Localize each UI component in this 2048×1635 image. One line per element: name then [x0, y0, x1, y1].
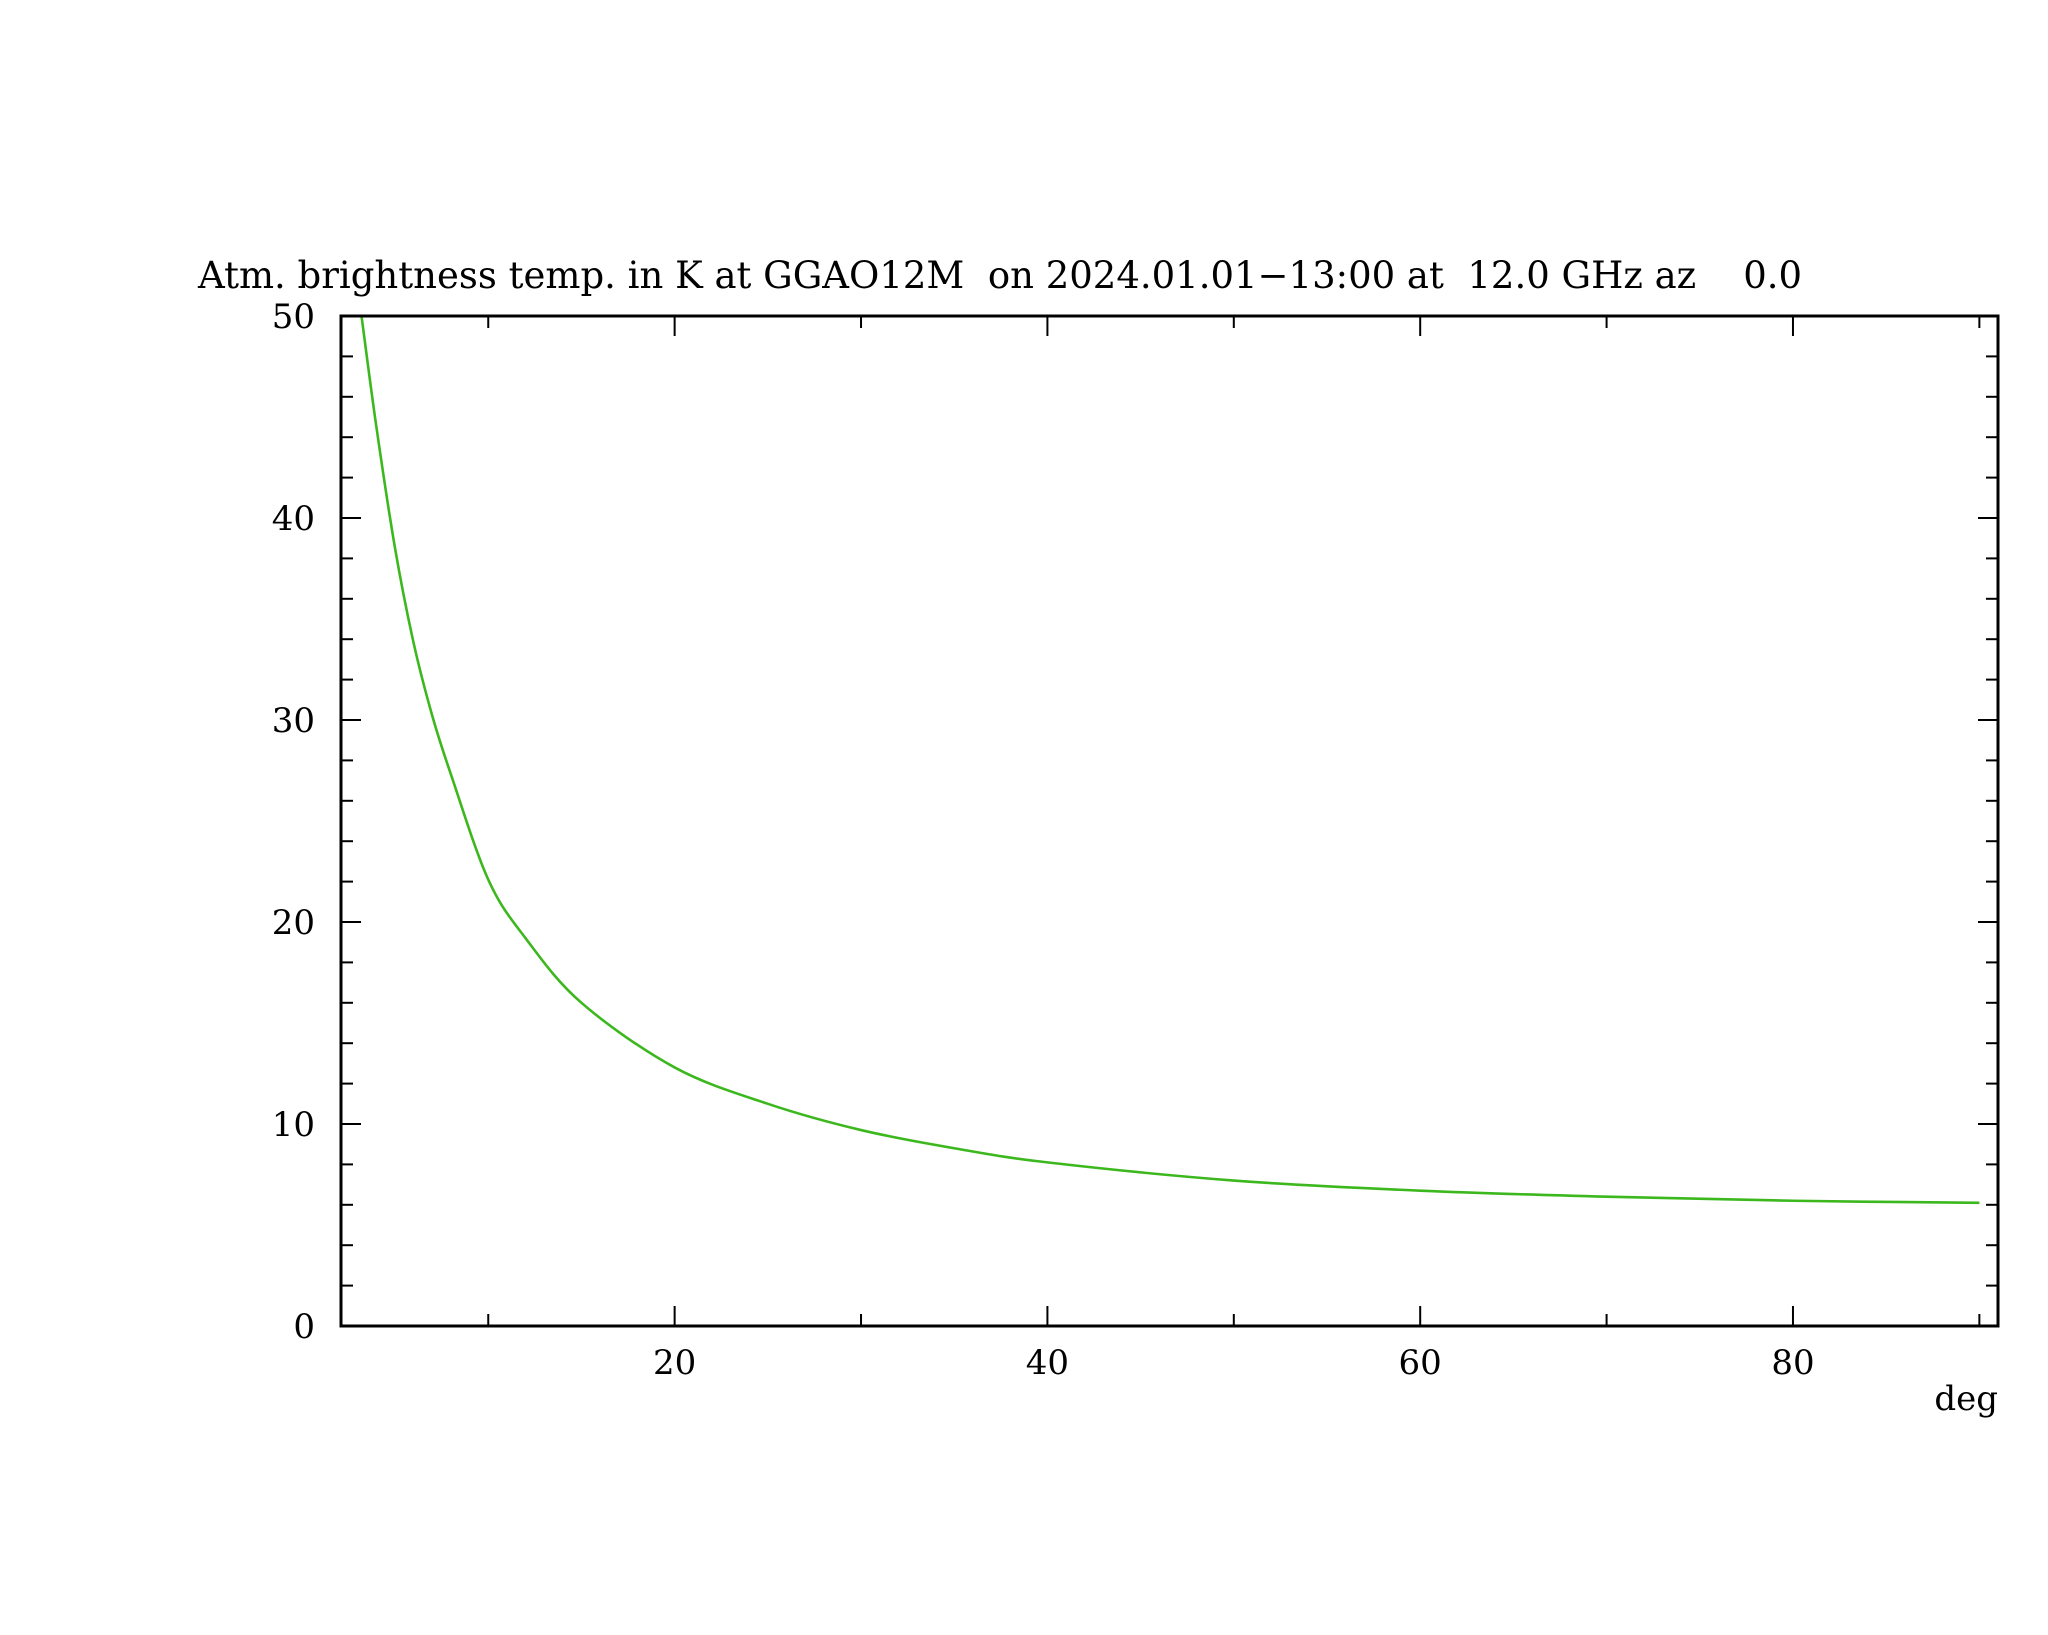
y-tick-label: 50	[272, 297, 315, 337]
x-tick-label: 80	[1771, 1343, 1814, 1383]
x-tick-label: 20	[653, 1343, 696, 1383]
y-tick-label: 20	[272, 903, 315, 943]
plot-frame	[339, 314, 2000, 1328]
chart-title: Atm. brightness temp. in K at GGAO12M on…	[197, 254, 1802, 297]
y-tick-label: 10	[272, 1105, 315, 1145]
y-tick-label: 40	[272, 499, 315, 539]
x-axis-label: deg	[1934, 1379, 1998, 1419]
y-tick-label: 0	[293, 1307, 315, 1347]
series-line	[360, 315, 1980, 1205]
x-tick-label: 40	[1026, 1343, 1069, 1383]
axis-ticks	[341, 315, 1998, 1327]
x-tick-label: 60	[1399, 1343, 1442, 1383]
tick-labels: 20 40 60 80 0 10 20 30 40 50	[272, 297, 1815, 1383]
y-tick-label: 30	[272, 701, 315, 741]
